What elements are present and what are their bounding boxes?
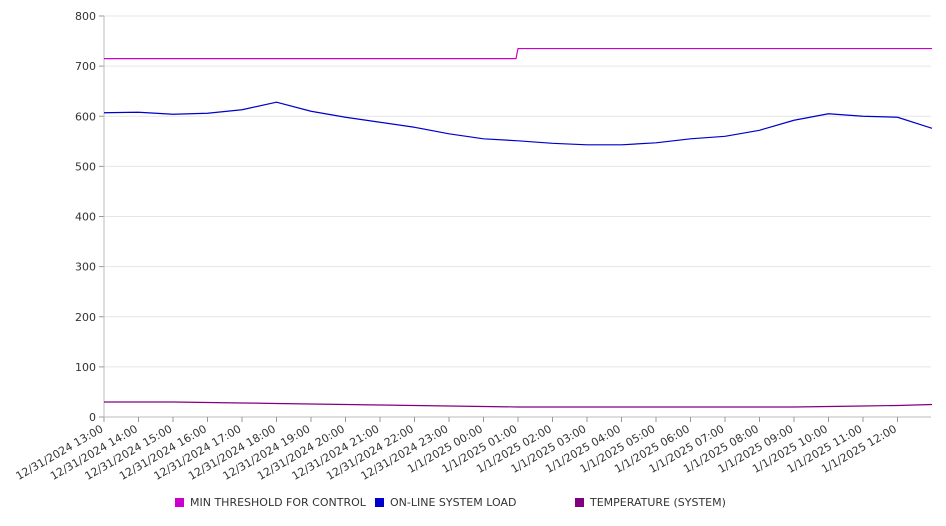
legend-item-min-threshold[interactable]: MIN THRESHOLD FOR CONTROL [175, 496, 366, 509]
series-line-2[interactable] [104, 401, 933, 408]
legend-label-system-load: ON-LINE SYSTEM LOAD [390, 496, 517, 509]
y-tick-label: 100 [75, 361, 96, 374]
y-tick-label: 200 [75, 311, 96, 324]
legend-label-min-threshold: MIN THRESHOLD FOR CONTROL [190, 496, 366, 509]
legend-swatch-system-load [375, 498, 384, 507]
series-line-0[interactable] [104, 47, 932, 60]
legend-swatch-temperature [575, 498, 584, 507]
y-tick-label: 0 [89, 411, 96, 424]
series-line-1[interactable] [103, 101, 933, 146]
y-tick-label: 700 [75, 60, 96, 73]
legend-label-temperature: TEMPERATURE (SYSTEM) [590, 496, 726, 509]
legend-item-temperature[interactable]: TEMPERATURE (SYSTEM) [575, 496, 726, 509]
series-lines [103, 47, 933, 408]
grid-lines [104, 15, 931, 368]
y-tick-label: 300 [75, 261, 96, 274]
y-tick-label: 800 [75, 10, 96, 23]
legend-item-system-load[interactable]: ON-LINE SYSTEM LOAD [375, 496, 516, 509]
legend: MIN THRESHOLD FOR CONTROL ON-LINE SYSTEM… [0, 496, 946, 516]
y-tick-label: 500 [75, 160, 96, 173]
legend-swatch-min-threshold [175, 498, 184, 507]
y-tick-label: 400 [75, 211, 96, 224]
y-tick-label: 600 [75, 110, 96, 123]
